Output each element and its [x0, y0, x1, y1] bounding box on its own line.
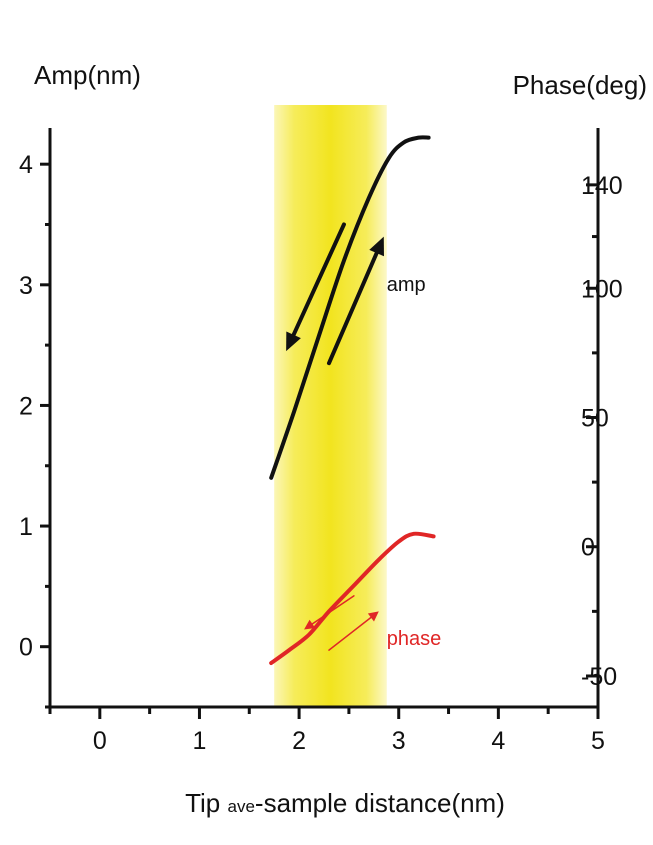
x-axis-label-subscript: ave	[227, 797, 254, 816]
arrow-shaft	[328, 616, 372, 651]
series-amp-line	[269, 135, 431, 480]
arrow-shaft	[291, 222, 346, 337]
x-tick-label: 0	[93, 727, 107, 755]
x-tick-label: 4	[491, 727, 505, 755]
x-axis-label-main: Tip	[185, 788, 227, 818]
arrow-head	[369, 236, 384, 257]
arrow-head	[286, 331, 301, 352]
y-left-tick-label: 3	[19, 272, 33, 300]
y-right-tick-label: 0	[581, 534, 595, 562]
arrow-head	[367, 611, 379, 622]
x-tick-label: 3	[392, 727, 406, 755]
y-left-tick-label: 2	[19, 392, 33, 420]
y-left-tick-label: 4	[19, 151, 33, 179]
x-axis-label: Tip ave-sample distance(nm)	[185, 788, 505, 818]
arrow-head	[304, 619, 316, 630]
y-left-label: Amp(nm)	[34, 60, 141, 90]
x-tick-label: 1	[193, 727, 207, 755]
x-tick-label: 5	[591, 727, 605, 755]
y-right-label: Phase(deg)	[513, 70, 647, 100]
x-tick-label: 2	[292, 727, 306, 755]
annotation-amp: amp	[387, 274, 426, 296]
annotation-phase: phase	[387, 628, 442, 650]
series-phase-line	[269, 531, 436, 666]
y-right-tick-label: -50	[581, 663, 617, 691]
arrow-shaft	[311, 595, 355, 625]
y-right-tick-label: 140	[581, 172, 623, 200]
y-left-tick-label: 1	[19, 513, 33, 541]
y-right-tick-label: 50	[581, 405, 609, 433]
arrow-shaft	[326, 251, 379, 366]
y-right-tick-label: 100	[581, 275, 623, 303]
x-axis-label-rest: -sample distance(nm)	[255, 788, 505, 818]
y-left-tick-label: 0	[19, 634, 33, 662]
highlight-band	[274, 105, 387, 707]
